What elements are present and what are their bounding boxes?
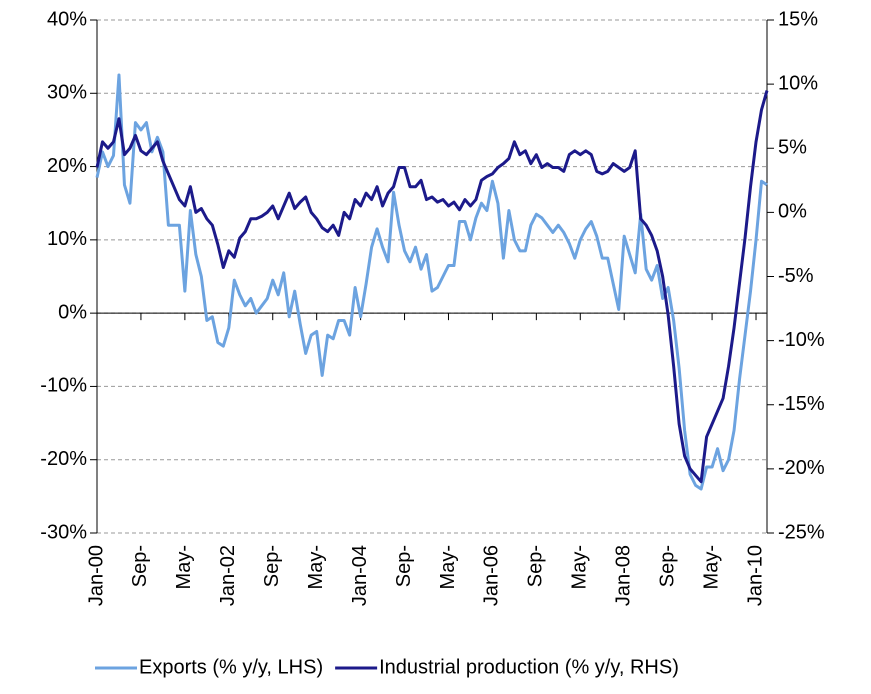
y-tick-label: 30% <box>47 82 87 104</box>
y2-tick-label: 15% <box>778 8 818 30</box>
x-tick-label: Jan-10 <box>744 545 766 606</box>
x-tick-label: Sep- <box>656 545 678 587</box>
x-tick-label: Sep- <box>393 545 415 587</box>
x-tick-label: Sep- <box>525 545 547 587</box>
y2-tick-label: -15% <box>778 393 825 415</box>
legend-label: Exports (% y/y, LHS) <box>139 656 323 678</box>
x-tick-label: Sep- <box>261 545 283 587</box>
y2-tick-label: -20% <box>778 457 825 479</box>
y-tick-label: 0% <box>58 301 87 323</box>
x-tick-label: May- <box>173 545 195 589</box>
y-tick-label: -10% <box>40 375 87 397</box>
y2-tick-label: 5% <box>778 137 807 159</box>
y2-tick-label: -25% <box>778 521 825 543</box>
legend-label: Industrial production (% y/y, RHS) <box>379 656 679 678</box>
x-tick-label: May- <box>437 545 459 589</box>
y-tick-label: -30% <box>40 521 87 543</box>
x-tick-label: Jan-04 <box>349 545 371 606</box>
x-tick-label: Jan-00 <box>85 545 107 606</box>
y2-tick-label: 10% <box>778 72 818 94</box>
x-tick-label: Jan-02 <box>217 545 239 606</box>
y-tick-label: 10% <box>47 228 87 250</box>
series-line <box>95 73 768 491</box>
y2-tick-label: -5% <box>778 265 814 287</box>
y2-tick-label: -10% <box>778 329 825 351</box>
x-tick-label: May- <box>569 545 591 589</box>
x-tick-label: May- <box>305 545 327 589</box>
x-tick-label: Jan-08 <box>612 545 634 606</box>
series-line <box>95 90 769 484</box>
x-tick-label: Jan-06 <box>481 545 503 606</box>
y-tick-label: 20% <box>47 155 87 177</box>
y-tick-label: -20% <box>40 448 87 470</box>
y2-tick-label: 0% <box>778 201 807 223</box>
x-tick-label: Sep- <box>129 545 151 587</box>
y-tick-label: 40% <box>47 8 87 30</box>
x-tick-label: May- <box>700 545 722 589</box>
